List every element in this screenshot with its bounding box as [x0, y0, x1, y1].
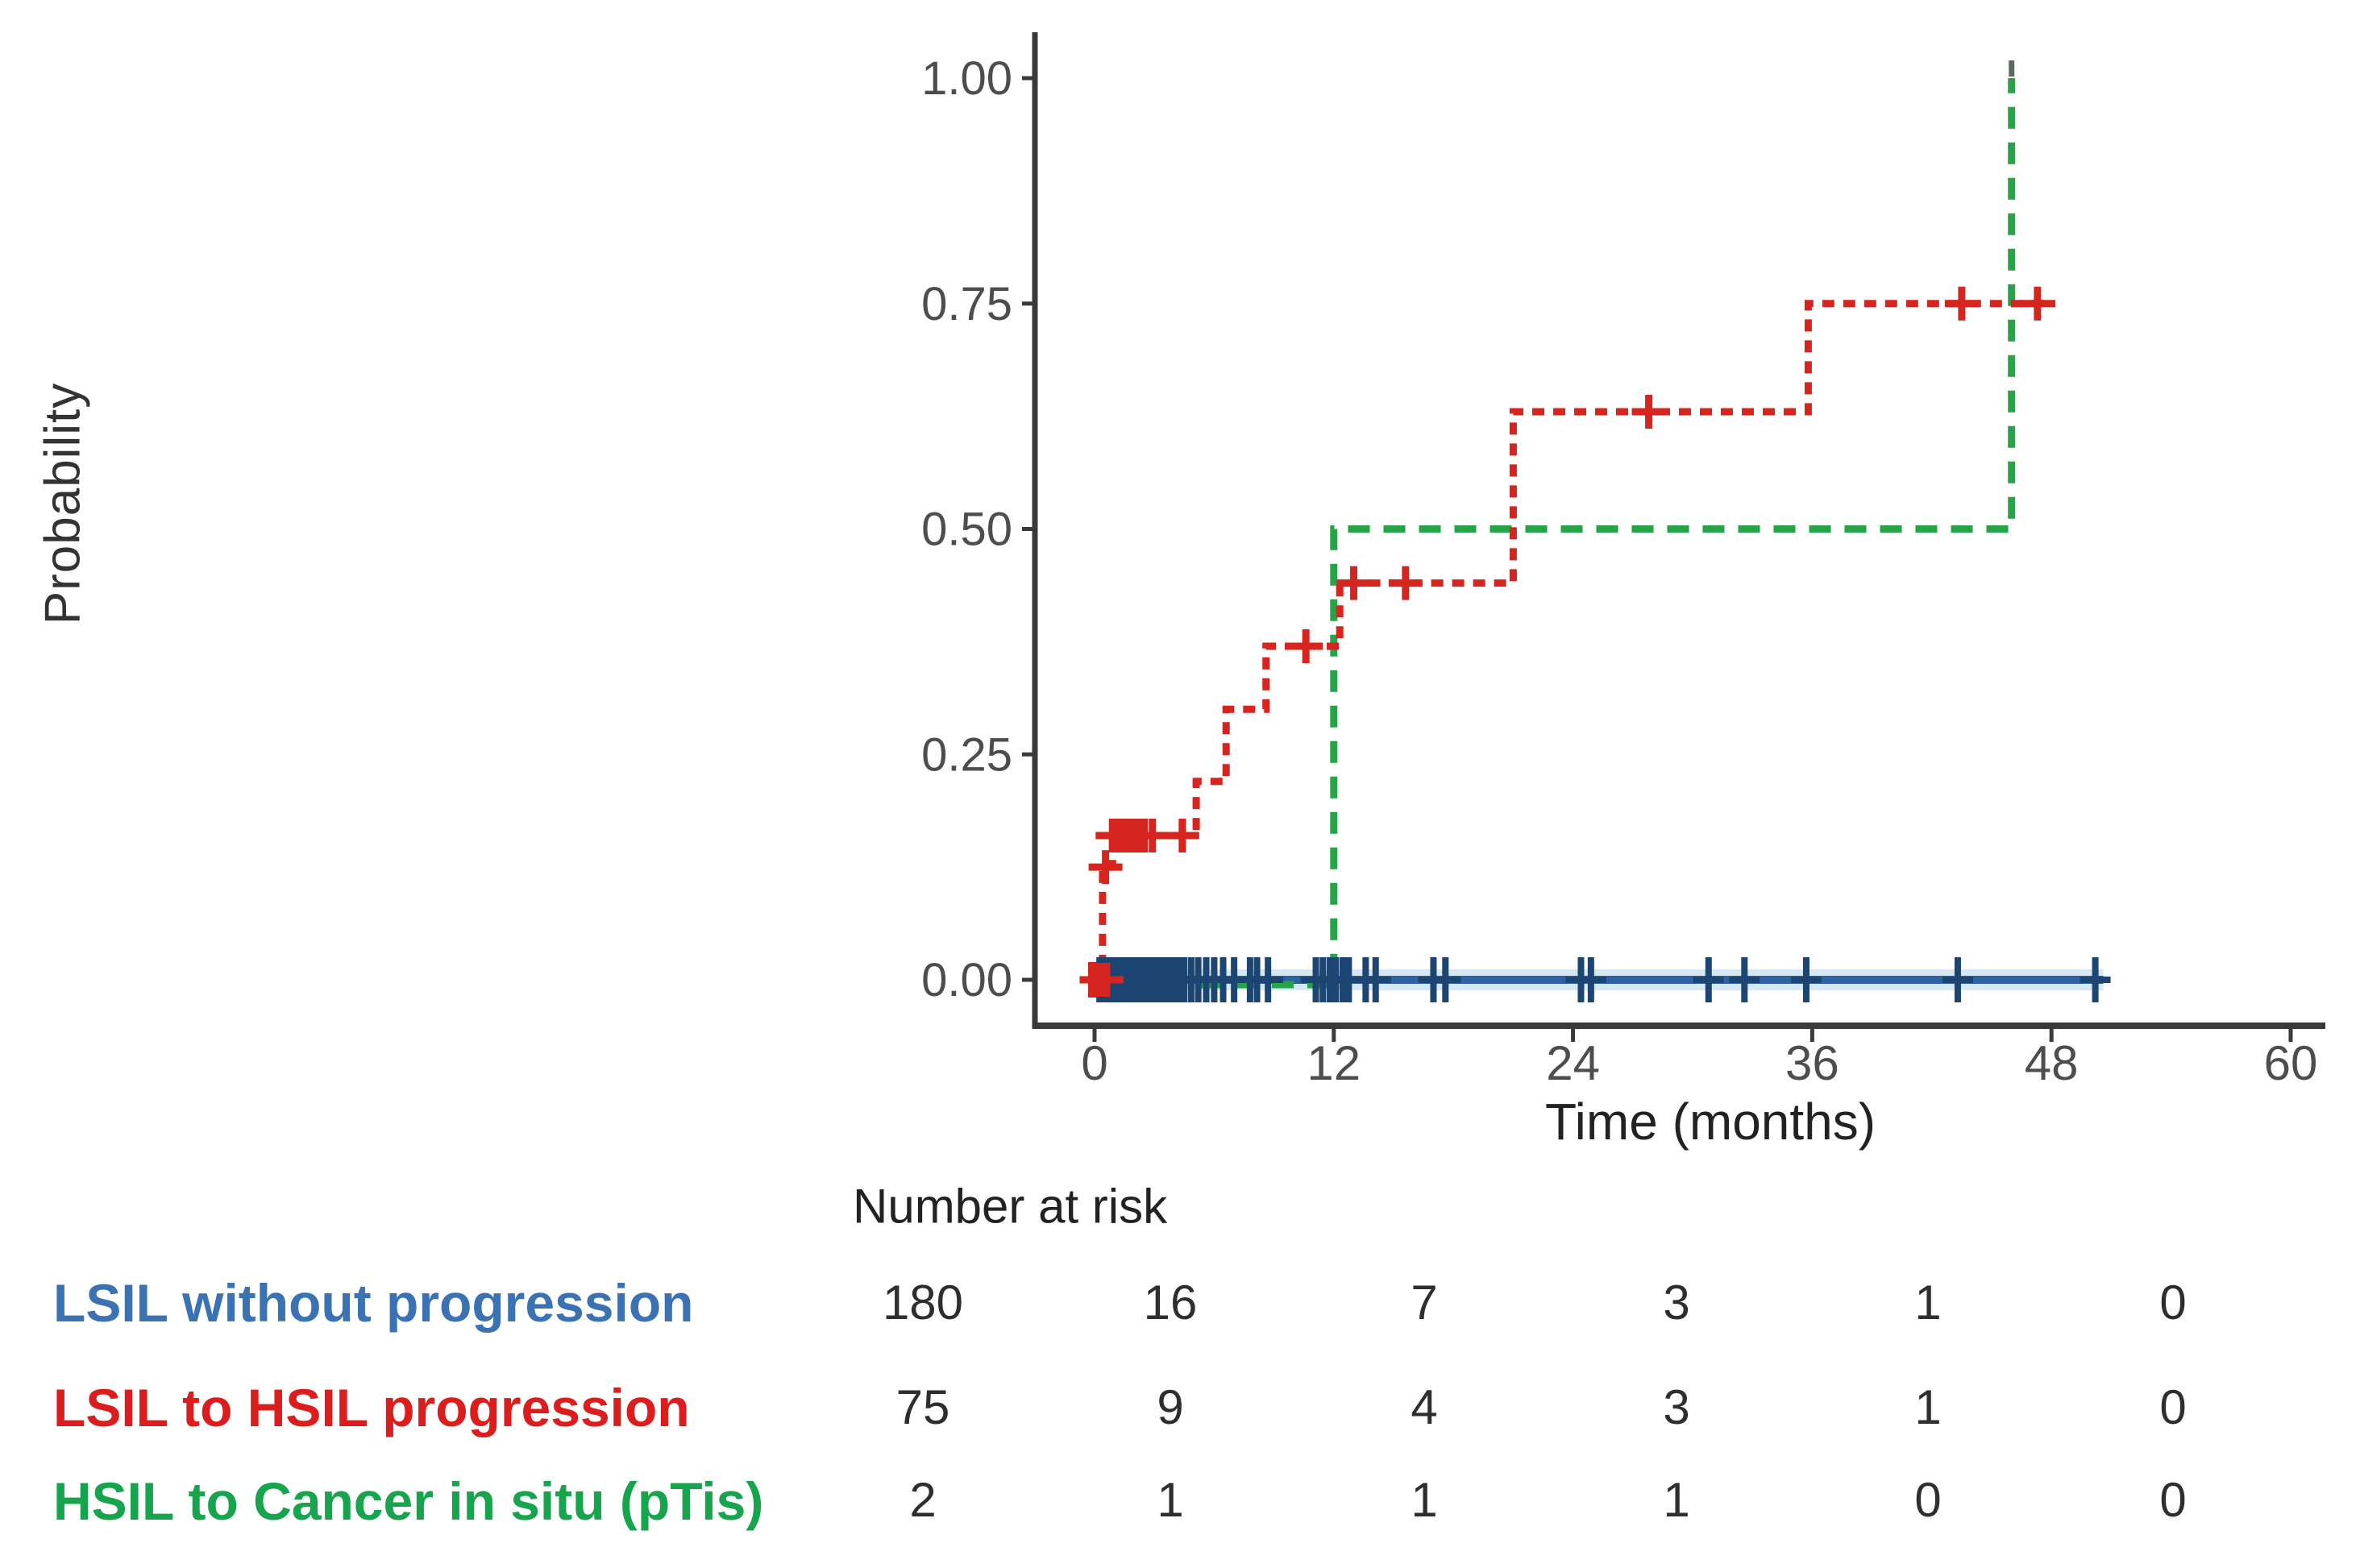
y-axis-tick-label: 1.00	[921, 52, 1012, 105]
series-line-lsil-to-hsil-progression	[1095, 300, 2056, 984]
risk-table-value: 3	[1663, 1276, 1689, 1329]
series-line-hsil-to-cancer	[1095, 78, 2016, 989]
x-axis-title: Time (months)	[1544, 1093, 1876, 1151]
x-axis-tick-label: 0	[1081, 1036, 1107, 1090]
risk-table-value: 1	[1157, 1473, 1183, 1527]
risk-table-value: 3	[1663, 1380, 1689, 1434]
risk-table-value: 1	[1914, 1276, 1941, 1329]
risk-table-value: 2	[909, 1473, 936, 1527]
y-axis-tick-label: 0.00	[921, 954, 1012, 1006]
risk-row-label-lsil-without-progression: LSIL without progression	[53, 1273, 694, 1333]
x-axis-tick-label: 48	[2025, 1036, 2079, 1090]
risk-table-value: 1	[1914, 1380, 1941, 1434]
risk-table-value: 7	[1411, 1276, 1437, 1329]
y-axis-title: Probability	[35, 382, 91, 625]
y-axis-tick-label: 0.50	[921, 504, 1012, 556]
risk-table-value: 1	[1663, 1473, 1689, 1527]
risk-table-value: 4	[1411, 1380, 1437, 1434]
y-axis-tick-label: 0.25	[921, 728, 1012, 781]
x-axis-tick-label: 12	[1307, 1036, 1361, 1090]
risk-table-value: 16	[1144, 1276, 1198, 1329]
risk-table-value: 9	[1157, 1380, 1183, 1434]
risk-row-label-lsil-to-hsil-progression: LSIL to HSIL progression	[53, 1378, 690, 1437]
x-axis-tick-label: 24	[1546, 1036, 1600, 1090]
y-axis-tick-label: 0.75	[921, 278, 1012, 330]
risk-table-value: 180	[883, 1276, 963, 1329]
risk-table-value: 75	[896, 1380, 950, 1434]
x-axis-tick-label: 60	[2264, 1036, 2318, 1090]
risk-table-value: 1	[1411, 1473, 1437, 1527]
risk-row-label-hsil-to-cancer-in-situ: HSIL to Cancer in situ (pTis)	[53, 1471, 764, 1531]
risk-table-value: 0	[2159, 1380, 2186, 1434]
x-axis-tick-label: 36	[1785, 1036, 1839, 1090]
risk-table-value: 0	[2159, 1276, 2186, 1329]
risk-table-value: 0	[2159, 1473, 2186, 1527]
risk-table-value: 0	[1914, 1473, 1941, 1527]
risk-table-header: Number at risk	[853, 1179, 1168, 1234]
